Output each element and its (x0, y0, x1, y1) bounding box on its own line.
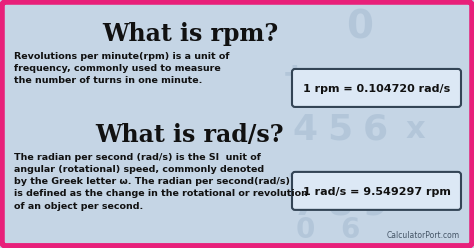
FancyBboxPatch shape (292, 172, 461, 210)
Text: 6: 6 (363, 113, 388, 147)
Text: –: – (287, 160, 302, 189)
Text: 5: 5 (328, 113, 353, 147)
Text: What is rpm?: What is rpm? (102, 22, 278, 46)
Text: What is rad/s?: What is rad/s? (96, 123, 284, 147)
Text: 6: 6 (340, 216, 360, 244)
Text: 0: 0 (295, 216, 315, 244)
FancyBboxPatch shape (292, 69, 461, 107)
Text: 8: 8 (328, 188, 353, 222)
Text: x: x (405, 115, 425, 144)
Text: 1 rad/s = 9.549297 rpm: 1 rad/s = 9.549297 rpm (302, 187, 450, 197)
Text: 7: 7 (292, 188, 318, 222)
Text: 9: 9 (363, 188, 388, 222)
Text: 0: 0 (346, 9, 374, 47)
Text: Revolutions per minute(rpm) is a unit of
frequency, commonly used to measure
the: Revolutions per minute(rpm) is a unit of… (14, 52, 229, 85)
Text: 4: 4 (292, 113, 318, 147)
Text: The radian per second (rad/s) is the SI  unit of
angular (rotational) speed, com: The radian per second (rad/s) is the SI … (14, 153, 308, 211)
FancyBboxPatch shape (2, 2, 472, 246)
Text: ÷: ÷ (282, 61, 308, 90)
Text: 1 rpm = 0.104720 rad/s: 1 rpm = 0.104720 rad/s (303, 84, 450, 94)
Text: CalculatorPort.com: CalculatorPort.com (387, 231, 460, 240)
